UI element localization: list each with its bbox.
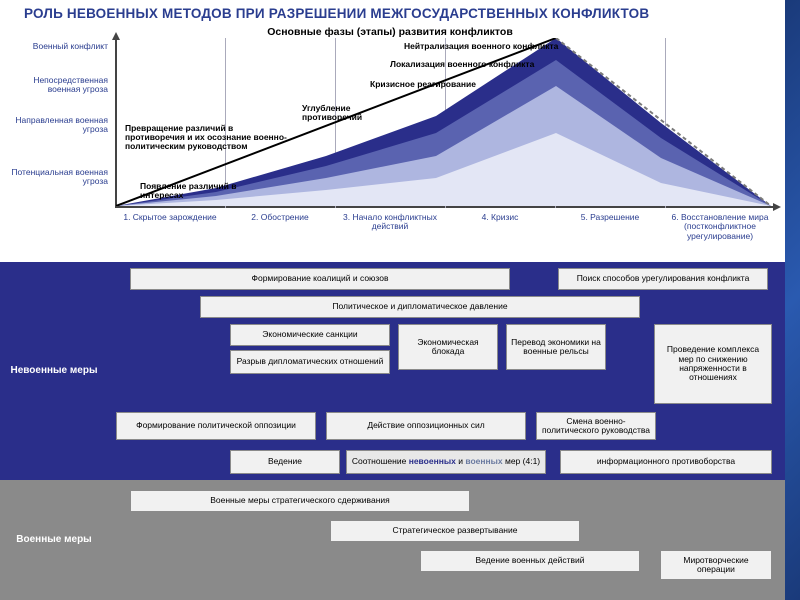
ratio-key-mil: военных bbox=[465, 456, 502, 466]
measure-box: Экономические санкции bbox=[230, 324, 390, 346]
ratio-text: Соотношение bbox=[352, 456, 409, 466]
x-label: 6. Восстановление мира (постконфликтное … bbox=[660, 213, 780, 241]
measure-box: Ведение военных действий bbox=[420, 550, 640, 572]
measure-box: Стратегическое развертывание bbox=[330, 520, 580, 542]
measure-box: информационного противоборства bbox=[560, 450, 772, 474]
section-nonmilitary: Невоенные меры Формирование коалиций и с… bbox=[0, 262, 785, 480]
ratio-text: и bbox=[456, 456, 465, 466]
measure-box: Военные меры стратегического сдерживания bbox=[130, 490, 470, 512]
y-label: Военный конфликт bbox=[8, 42, 108, 51]
measure-box: Смена военно-политического руководства bbox=[536, 412, 656, 440]
section-label: Военные меры bbox=[4, 534, 104, 546]
conflict-phases-chart: Военный конфликт Непосредственная военна… bbox=[0, 38, 780, 238]
stage-label: Углубление противоречий bbox=[302, 104, 412, 122]
stage-label: Появление различий в интересах bbox=[140, 182, 250, 200]
measure-box: Действие оппозиционных сил bbox=[326, 412, 526, 440]
measure-box: Экономическая блокада bbox=[398, 324, 498, 370]
section-military: Военные меры Военные меры стратегическог… bbox=[0, 480, 785, 600]
stage-label: Кризисное реагирование bbox=[370, 80, 520, 89]
stage-label: Локализация военного конфликта bbox=[390, 60, 610, 69]
stage-label: Превращение различий в противоречия и их… bbox=[125, 124, 295, 151]
section-label: Невоенные меры bbox=[4, 365, 104, 377]
x-label: 1. Скрытое зарождение bbox=[115, 213, 225, 222]
y-label: Потенциальная военная угроза bbox=[8, 168, 108, 187]
stage-label: Нейтрализация военного конфликта bbox=[404, 42, 644, 51]
ratio-box: Соотношение невоенных и военных мер (4:1… bbox=[346, 450, 546, 474]
measure-box: Миротворческие операции bbox=[660, 550, 772, 580]
decorative-stripe bbox=[785, 0, 800, 600]
measure-box: Формирование коалиций и союзов bbox=[130, 268, 510, 290]
ratio-text: мер (4:1) bbox=[503, 456, 541, 466]
measure-box: Разрыв дипломатических отношений bbox=[230, 350, 390, 374]
ratio-key-nonmil: невоенных bbox=[409, 456, 456, 466]
measure-box: Проведение комплекса мер по снижению нап… bbox=[654, 324, 772, 404]
x-label: 5. Разрешение bbox=[555, 213, 665, 222]
x-label: 3. Начало конфликтных действий bbox=[335, 213, 445, 232]
y-label: Непосредственная военная угроза bbox=[8, 76, 108, 95]
measure-box: Поиск способов урегулирования конфликта bbox=[558, 268, 768, 290]
measure-box: Политическое и дипломатическое давление bbox=[200, 296, 640, 318]
measure-box: Перевод экономики на военные рельсы bbox=[506, 324, 606, 370]
main-title: РОЛЬ НЕВОЕННЫХ МЕТОДОВ ПРИ РАЗРЕШЕНИИ МЕ… bbox=[24, 6, 649, 21]
measure-box: Ведение bbox=[230, 450, 340, 474]
measure-box: Формирование политической оппозиции bbox=[116, 412, 316, 440]
page-root: РОЛЬ НЕВОЕННЫХ МЕТОДОВ ПРИ РАЗРЕШЕНИИ МЕ… bbox=[0, 0, 800, 600]
x-label: 4. Кризис bbox=[445, 213, 555, 222]
x-label: 2. Обострение bbox=[225, 213, 335, 222]
y-label: Направленная военная угроза bbox=[8, 116, 108, 135]
